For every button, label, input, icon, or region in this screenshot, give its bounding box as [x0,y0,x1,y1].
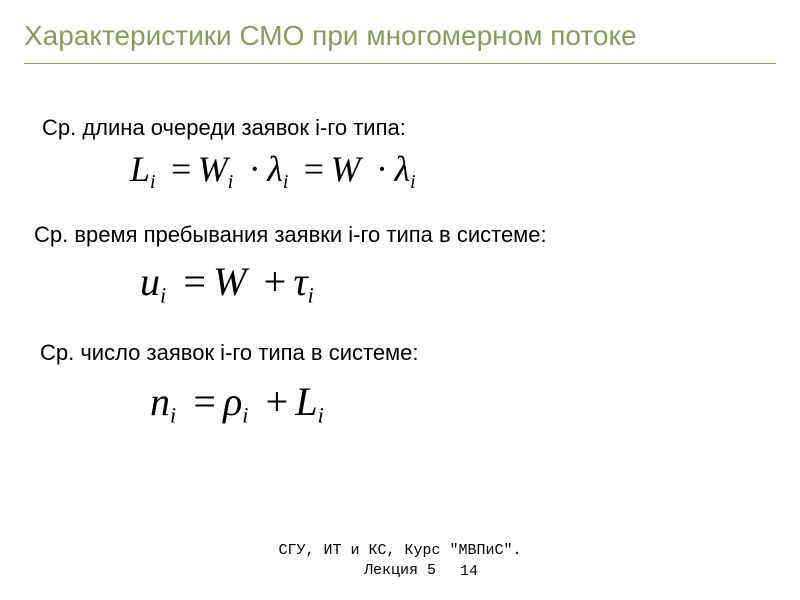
text-line-2: Ср. время пребывания заявки i-го типа в … [34,222,547,248]
slide: Характеристики СМО при многомерном поток… [0,0,800,600]
footer-line-1: СГУ, ИТ и КС, Курс "МВПиС". [278,542,521,559]
formula-sojourn-time: ui =W +τi [140,258,314,309]
page-number: 14 [460,563,478,580]
formula-number-in-system: ni =ρi +Li [150,378,324,429]
text-line-3: Ср. число заявок i-го типа в системе: [40,340,419,366]
formula-queue-length: Li =Wi ·λi =W ·λi [130,148,416,194]
slide-title: Характеристики СМО при многомерном поток… [24,18,776,64]
text-line-1: Ср. длина очереди заявок i-го типа: [42,115,406,141]
slide-footer: СГУ, ИТ и КС, Курс "МВПиС". Лекция 5 [0,541,800,580]
footer-line-2: Лекция 5 [364,562,436,579]
